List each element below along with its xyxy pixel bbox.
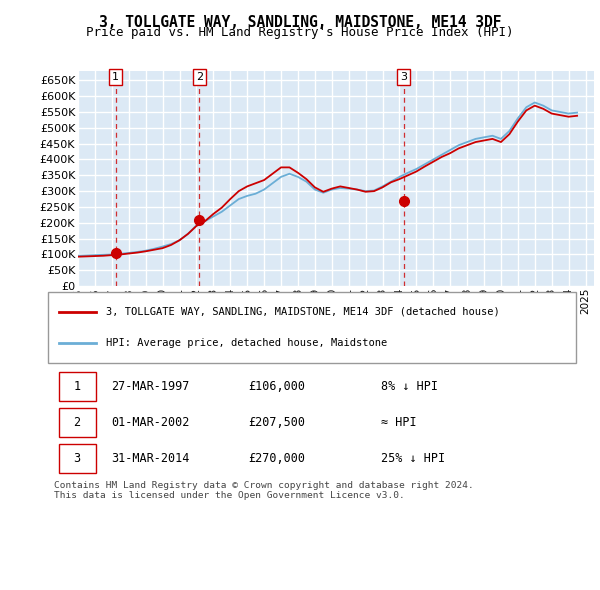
Text: 3: 3 xyxy=(400,72,407,82)
Text: HPI: Average price, detached house, Maidstone: HPI: Average price, detached house, Maid… xyxy=(106,338,388,348)
Text: 3, TOLLGATE WAY, SANDLING, MAIDSTONE, ME14 3DF: 3, TOLLGATE WAY, SANDLING, MAIDSTONE, ME… xyxy=(99,15,501,30)
Text: Contains HM Land Registry data © Crown copyright and database right 2024.
This d: Contains HM Land Registry data © Crown c… xyxy=(54,481,474,500)
Text: 2: 2 xyxy=(73,416,80,429)
Text: 31-MAR-2014: 31-MAR-2014 xyxy=(112,452,190,465)
Text: 3: 3 xyxy=(73,452,80,465)
Text: 8% ↓ HPI: 8% ↓ HPI xyxy=(380,380,437,393)
Text: 1: 1 xyxy=(73,380,80,393)
Text: £270,000: £270,000 xyxy=(248,452,305,465)
Text: £207,500: £207,500 xyxy=(248,416,305,429)
Text: 27-MAR-1997: 27-MAR-1997 xyxy=(112,380,190,393)
Text: 01-MAR-2002: 01-MAR-2002 xyxy=(112,416,190,429)
Text: 1: 1 xyxy=(112,72,119,82)
FancyBboxPatch shape xyxy=(48,292,576,363)
FancyBboxPatch shape xyxy=(59,408,95,437)
Text: Price paid vs. HM Land Registry's House Price Index (HPI): Price paid vs. HM Land Registry's House … xyxy=(86,26,514,39)
Text: 3, TOLLGATE WAY, SANDLING, MAIDSTONE, ME14 3DF (detached house): 3, TOLLGATE WAY, SANDLING, MAIDSTONE, ME… xyxy=(106,307,500,317)
Text: ≈ HPI: ≈ HPI xyxy=(380,416,416,429)
FancyBboxPatch shape xyxy=(59,444,95,473)
Text: £106,000: £106,000 xyxy=(248,380,305,393)
Text: 2: 2 xyxy=(196,72,203,82)
FancyBboxPatch shape xyxy=(59,372,95,401)
Text: 25% ↓ HPI: 25% ↓ HPI xyxy=(380,452,445,465)
